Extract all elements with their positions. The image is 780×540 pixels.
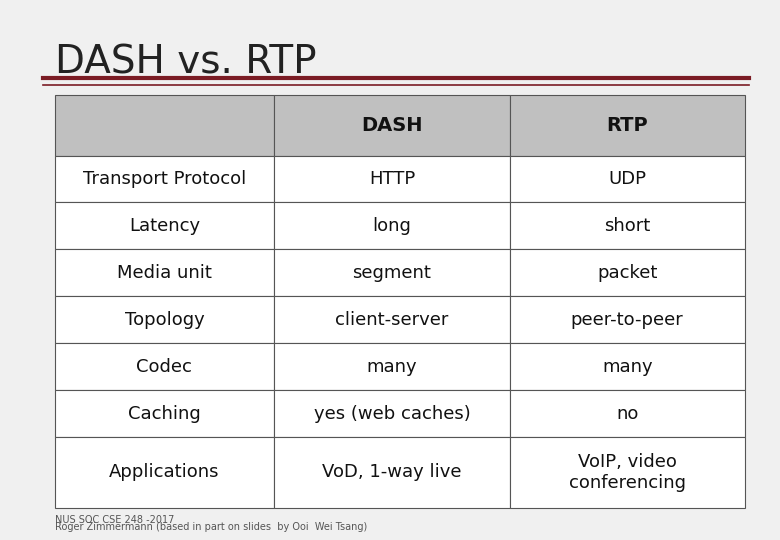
Text: DASH: DASH — [361, 116, 423, 134]
Text: packet: packet — [597, 264, 658, 282]
Text: DASH vs. RTP: DASH vs. RTP — [55, 43, 316, 81]
Text: long: long — [373, 217, 411, 235]
Text: RTP: RTP — [606, 116, 648, 134]
Text: client-server: client-server — [335, 311, 448, 329]
Text: HTTP: HTTP — [369, 170, 415, 188]
Text: no: no — [616, 404, 638, 423]
Text: many: many — [602, 358, 653, 376]
Text: Roger Zimmermann (based in part on slides  by Ooi  Wei Tsang): Roger Zimmermann (based in part on slide… — [55, 522, 367, 532]
Text: yes (web caches): yes (web caches) — [314, 404, 470, 423]
Text: Codec: Codec — [136, 358, 193, 376]
Text: Transport Protocol: Transport Protocol — [83, 170, 246, 188]
Text: Caching: Caching — [128, 404, 200, 423]
Text: Latency: Latency — [129, 217, 200, 235]
Text: segment: segment — [353, 264, 431, 282]
Text: Media unit: Media unit — [117, 264, 212, 282]
Text: NUS SOC CSE 248 -2017: NUS SOC CSE 248 -2017 — [55, 515, 174, 525]
Text: Topology: Topology — [125, 311, 204, 329]
Text: VoIP, video
conferencing: VoIP, video conferencing — [569, 453, 686, 492]
Text: VoD, 1-way live: VoD, 1-way live — [322, 463, 462, 481]
Text: short: short — [604, 217, 651, 235]
Text: UDP: UDP — [608, 170, 647, 188]
Text: peer-to-peer: peer-to-peer — [571, 311, 683, 329]
Text: many: many — [367, 358, 417, 376]
Text: Applications: Applications — [109, 463, 220, 481]
